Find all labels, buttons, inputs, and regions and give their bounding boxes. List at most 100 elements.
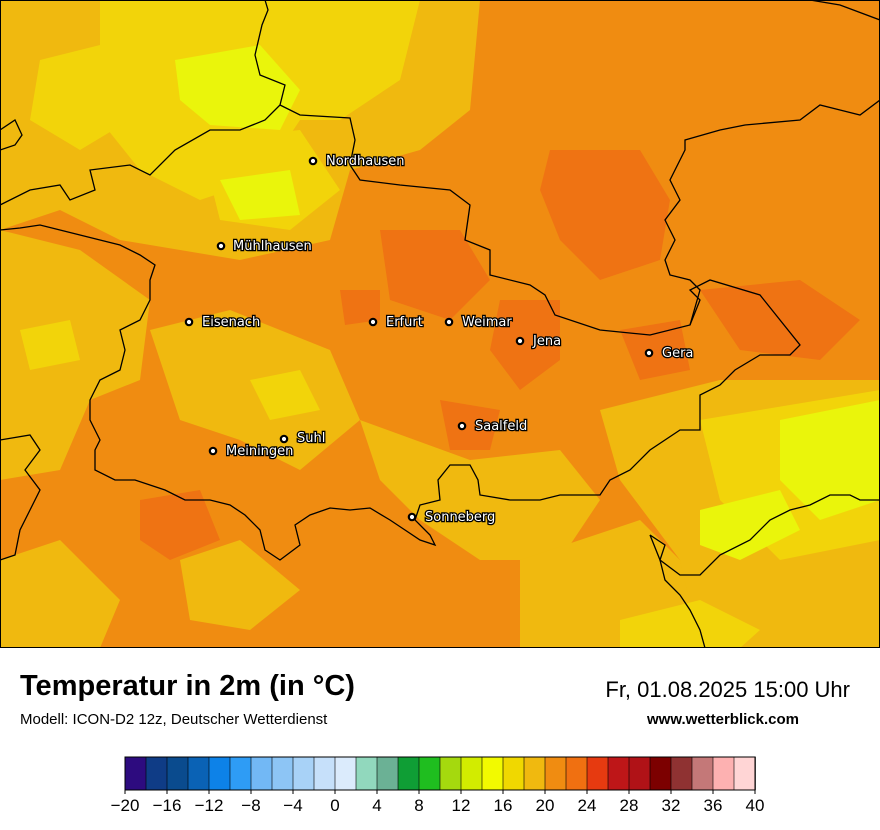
city-dot-icon [407,512,417,522]
legend-tick-label: 20 [536,796,555,815]
legend-swatch [670,756,693,791]
city-suhl[interactable]: Suhl [279,430,327,447]
city-dot-icon [184,317,194,327]
website-link[interactable]: www.wetterblick.com [647,711,799,728]
legend-swatch [376,756,399,791]
city-dot-icon [444,317,454,327]
legend-tick-label: −8 [241,796,260,815]
legend-tick-label: 0 [330,796,339,815]
city-dot-icon [457,421,467,431]
border-hesse [0,434,41,561]
city-dot-icon [279,434,289,444]
legend-swatch [355,756,378,791]
city-label: Suhl [297,431,325,446]
legend-swatch [628,756,651,791]
city-jena[interactable]: Jena [515,333,562,350]
temperature-field-dark-orange [140,150,860,560]
city-dot-icon [216,241,226,251]
city-label: Sonneberg [425,510,495,525]
legend-swatch [481,756,504,791]
border-west [0,119,23,151]
legend-tick-label: 24 [578,796,597,815]
border-czech [649,494,880,576]
legend-tick-label: 28 [620,796,639,815]
city-label: Gera [662,346,693,361]
legend-tick-label: −4 [283,796,302,815]
border-north-east [0,104,801,561]
border-east [664,99,880,326]
legend-swatch [586,756,609,791]
border-czech-south [649,534,706,648]
legend-swatch [334,756,357,791]
city-label: Jena [532,334,561,349]
city-dot-icon [368,317,378,327]
city-label: Mühlhausen [233,239,312,254]
city-erfurt[interactable]: Erfurt [368,314,424,331]
legend-swatch [649,756,672,791]
color-legend: −20 −16 −12 −8 −4 0 4 8 12 16 20 24 28 32 36 40 [111,756,765,815]
legend-swatch [229,756,252,791]
legend-tick-label: 40 [746,796,765,815]
city-gera[interactable]: Gera [644,345,695,362]
city-label: Weimar [462,315,512,330]
city-label: Nordhausen [326,154,405,169]
city-eisenach[interactable]: Eisenach [184,314,262,331]
city-muehlhausen[interactable]: Mühlhausen [216,238,313,255]
legend-tick-label: 8 [414,796,423,815]
forecast-datetime: Fr, 01.08.2025 15:00 Uhr [605,677,850,702]
legend-tick-label: 32 [662,796,681,815]
legend-swatch [166,756,189,791]
city-dot-icon [644,348,654,358]
legend-swatch [691,756,714,791]
legend-tick-label: −16 [153,796,182,815]
temperature-field-bright-yellow [175,45,880,560]
legend-swatch [145,756,168,791]
legend-tick-label: −12 [195,796,224,815]
legend-swatch [712,756,735,791]
legend-ticks: −20 −16 −12 −8 −4 0 4 8 12 16 20 24 28 32 36 40 [111,790,765,815]
city-label: Erfurt [386,315,423,330]
city-label: Meiningen [226,444,293,459]
state-borders [0,0,880,648]
city-nordhausen[interactable]: Nordhausen [308,153,406,170]
city-saalfeld[interactable]: Saalfeld [457,418,529,435]
model-source: Modell: ICON-D2 12z, Deutscher Wetterdie… [20,711,328,728]
city-markers: Nordhausen Mühlhausen Eisenach Erfurt We… [184,153,695,526]
legend-tick-label: 12 [452,796,471,815]
city-dot-icon [515,336,525,346]
legend-tick-label: 36 [704,796,723,815]
city-sonneberg[interactable]: Sonneberg [407,509,497,526]
legend-swatch [313,756,336,791]
legend-swatch [544,756,567,791]
legend-tick-label: −20 [111,796,140,815]
legend-swatch [292,756,315,791]
city-dot-icon [308,156,318,166]
city-meiningen[interactable]: Meiningen [208,443,295,460]
legend-tick-label: 4 [372,796,381,815]
city-label: Eisenach [202,315,260,330]
legend-swatch [502,756,525,791]
city-label: Saalfeld [475,419,527,434]
legend-tick-label: 16 [494,796,513,815]
legend-swatch [439,756,462,791]
legend-swatch [418,756,441,791]
legend-swatch [124,756,147,791]
legend-swatch [397,756,420,791]
legend-swatch [208,756,231,791]
border-thuringia-outline [0,0,286,206]
legend-swatch [271,756,294,791]
legend-swatch [733,756,756,791]
temperature-map: Nordhausen Mühlhausen Eisenach Erfurt We… [0,0,880,648]
legend-swatch [565,756,588,791]
legend-swatches [124,756,756,791]
city-weimar[interactable]: Weimar [444,314,514,331]
legend-swatch [250,756,273,791]
legend-frame [124,756,756,791]
legend-swatch [607,756,630,791]
city-dot-icon [208,446,218,456]
legend-swatch [187,756,210,791]
legend-swatch [523,756,546,791]
legend-swatch [460,756,483,791]
border-saxony [809,0,880,21]
map-title: Temperatur in 2m (in °C) [20,670,355,702]
